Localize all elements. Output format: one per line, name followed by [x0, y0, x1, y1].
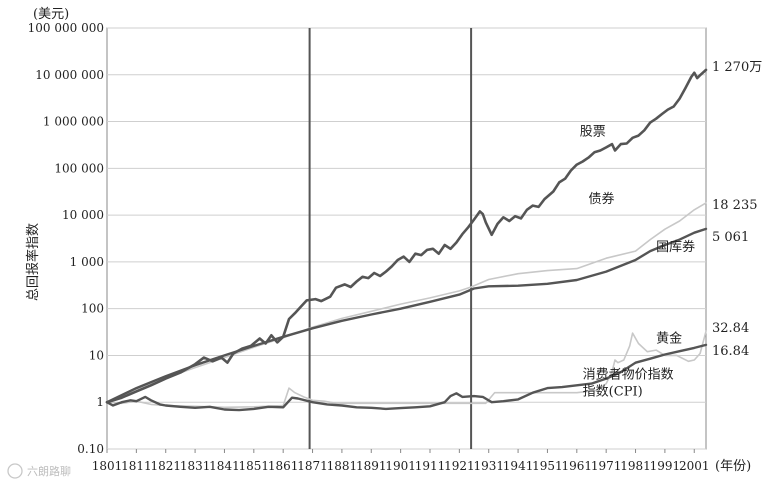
x-tick-label: 1841 — [209, 459, 240, 473]
y-tick-label: 1 000 000 — [43, 115, 104, 129]
y-tick-label: 10 000 000 — [35, 68, 104, 82]
x-tick-label: 1971 — [591, 459, 622, 473]
watermark-text: 六朗路聊 — [27, 464, 71, 478]
x-tick-label: 1921 — [444, 459, 475, 473]
x-tick-label: 1861 — [268, 459, 299, 473]
series-end-label: 16.84 — [712, 344, 749, 359]
y-unit-label: (美元) — [33, 7, 69, 22]
series-end-label: 32.84 — [712, 321, 749, 336]
x-tick-label: 1831 — [180, 459, 211, 473]
x-tick-label: 1981 — [620, 459, 651, 473]
series-end-labels: 1 270万 18 235 5 061 32.84 16.84 — [712, 60, 762, 359]
x-tick-label: 1931 — [473, 459, 504, 473]
series-line-3 — [106, 330, 707, 409]
series-annotation: 黄金 — [656, 330, 682, 346]
series-annotation: 国库券 — [656, 239, 695, 255]
series-line-1 — [106, 202, 707, 403]
series-end-label: 1 270万 — [712, 60, 762, 75]
gridlines — [106, 27, 707, 453]
series-line-4 — [105, 343, 708, 412]
x-tick-label: 1821 — [150, 459, 181, 473]
series-line-2 — [105, 227, 708, 404]
y-tick-label: 100 000 — [54, 161, 104, 175]
x-unit-label: (年份) — [715, 459, 751, 474]
y-tick-label: 1 — [96, 395, 104, 409]
x-tick-label: 1901 — [385, 459, 416, 473]
x-tick-label: 2001 — [679, 459, 710, 473]
x-axis-tick-labels: 1801181118211831184118511861187118811891… — [92, 459, 710, 473]
y-tick-label: 10 000 — [62, 208, 104, 222]
y-axis-tick-labels: 0.10 1 10 100 1 000 10 000 100 000 1 000 000 10 … — [28, 21, 104, 456]
x-tick-label: 1991 — [650, 459, 681, 473]
series-end-label: 18 235 — [712, 198, 758, 213]
x-tick-label: 1881 — [327, 459, 358, 473]
y-tick-label: 1 000 — [70, 255, 104, 269]
y-tick-label: 100 — [81, 302, 104, 316]
x-tick-label: 1871 — [297, 459, 328, 473]
series-annotation: 消费者物价指数 — [583, 368, 674, 383]
x-tick-label: 1801 — [92, 459, 123, 473]
watermark-logo-icon — [7, 463, 23, 479]
x-tick-label: 1851 — [239, 459, 270, 473]
y-axis-title: 总回报率指数 — [25, 223, 41, 301]
series-annotation: 股票 — [580, 125, 606, 140]
vertical-markers — [308, 28, 473, 449]
x-tick-label: 1961 — [562, 459, 593, 473]
series-annotation: 债券 — [589, 191, 615, 207]
series-line-0 — [105, 68, 708, 404]
series-end-label: 5 061 — [712, 230, 749, 245]
x-tick-label: 1951 — [532, 459, 563, 473]
x-tick-label: 1891 — [356, 459, 387, 473]
watermark: 六朗路聊 — [7, 463, 71, 479]
x-tick-label: 1811 — [121, 459, 152, 473]
y-tick-label: 100 000 000 — [28, 21, 104, 35]
y-tick-label: 10 — [89, 348, 104, 362]
series-annotation: 指数(CPI) — [583, 384, 643, 399]
x-tick-label: 1941 — [503, 459, 534, 473]
series-lines — [105, 68, 708, 412]
y-tick-label: 0.10 — [77, 442, 104, 456]
x-tick-label: 1911 — [415, 459, 446, 473]
